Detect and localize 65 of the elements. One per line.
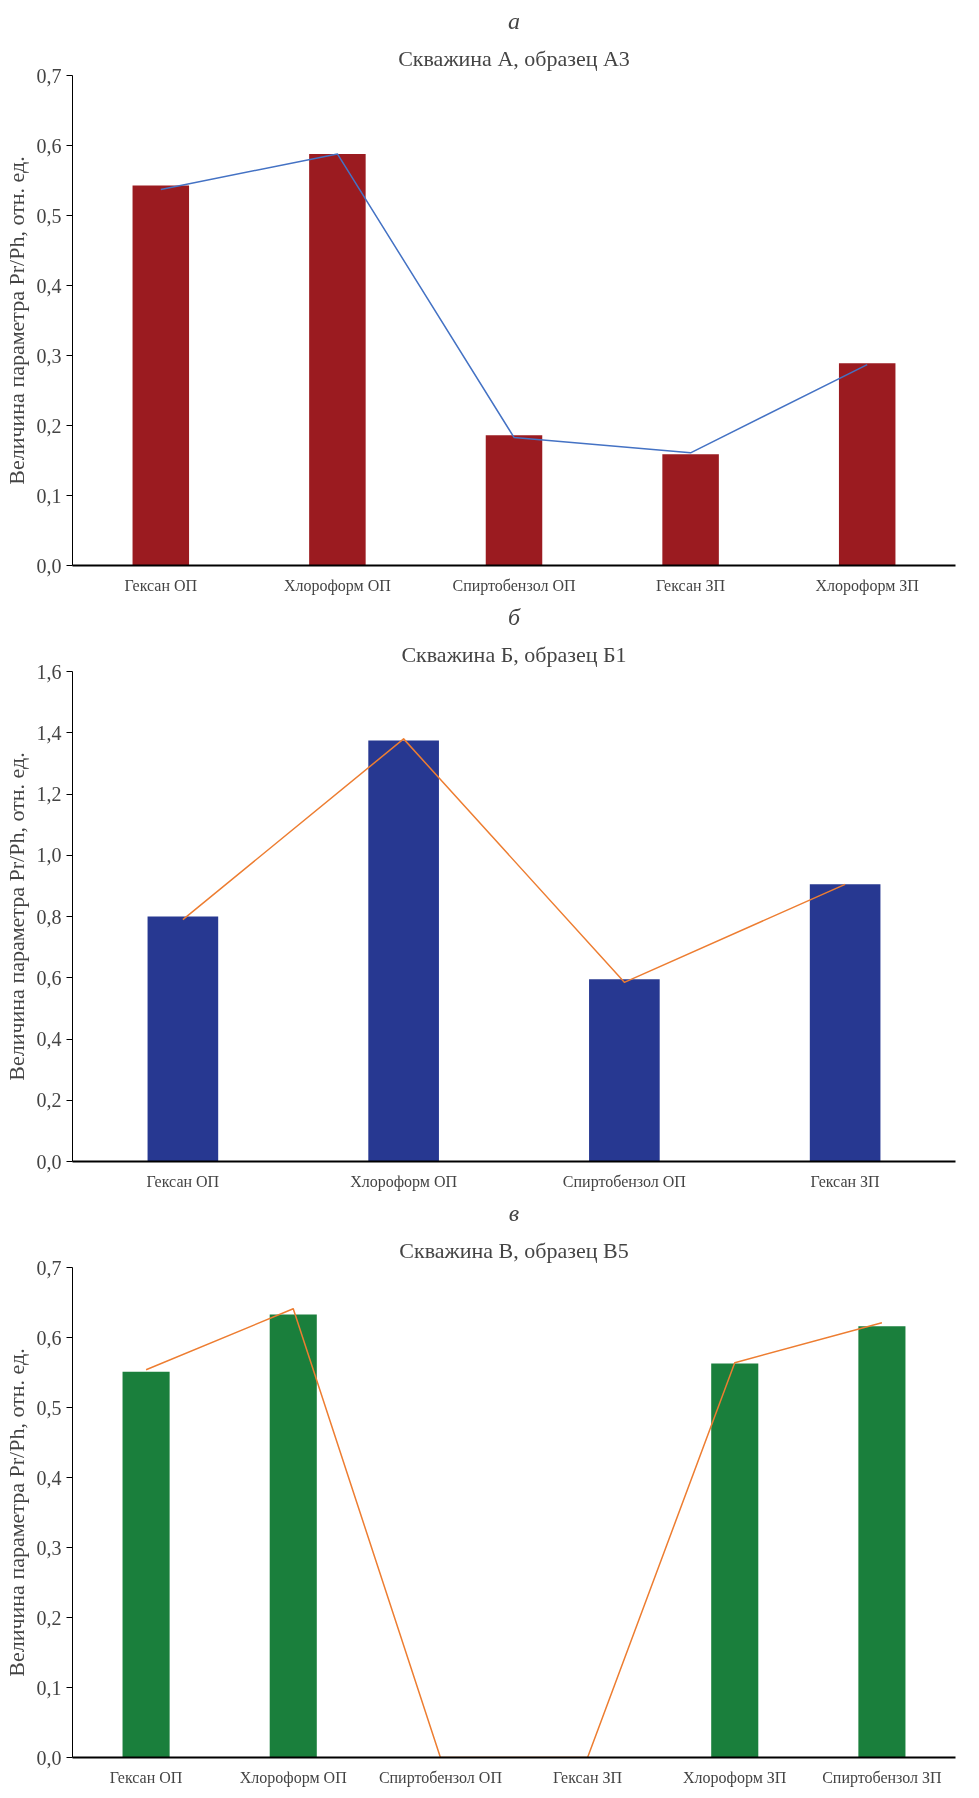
bar: [711, 1363, 759, 1758]
y-tick-label: 0,5: [36, 204, 62, 227]
y-tick-label: 0,2: [36, 1606, 62, 1629]
y-tick-label: 0,2: [36, 414, 62, 437]
y-tick-label: 1,0: [36, 844, 62, 867]
x-tick-label: Гексан ЗП: [810, 1172, 881, 1190]
text: б: [507, 603, 521, 630]
chart-title: Скважина Б, образец Б1: [401, 641, 627, 667]
x-tick-label: Хлороформ ЗП: [683, 1768, 787, 1787]
y-tick-label: 0,3: [36, 1536, 62, 1559]
chart-title: Скважина В, образец В5: [399, 1237, 629, 1263]
line-series: [182, 738, 846, 984]
x-tick-label: Спиртобензол ОП: [562, 1172, 687, 1191]
y-tick-label: 0,6: [36, 966, 62, 989]
text: в: [508, 1199, 520, 1226]
y-tick-label: 1,6: [36, 660, 62, 683]
bar: [858, 1326, 906, 1758]
x-tick-label: Гексан ОП: [146, 1172, 220, 1190]
y-axis-title: Величина параметра Pr/Ph, отн. ед.: [3, 156, 29, 485]
bar: [368, 740, 439, 1162]
y-tick-label: 0,7: [36, 1256, 62, 1279]
line-series: [160, 153, 868, 454]
y-tick-label: 0,7: [36, 64, 62, 87]
y-tick-label: 0,6: [36, 1326, 62, 1349]
y-tick-label: 0,8: [36, 905, 62, 928]
bar: [838, 363, 896, 566]
y-tick-label: 1,2: [36, 783, 62, 805]
y-tick-label: 1,4: [36, 721, 62, 744]
x-tick-label: Гексан ЗП: [656, 576, 726, 594]
bar: [269, 1314, 317, 1758]
y-tick-label: 0,3: [36, 344, 62, 367]
y-axis-title: Величина параметра Pr/Ph, отн. ед.: [3, 752, 29, 1081]
y-tick-label: 0,0: [36, 1746, 62, 1769]
line-series: [145, 1308, 883, 1758]
x-tick-label: Спиртобензол ОП: [378, 1768, 503, 1787]
y-axis-title: Величина параметра Pr/Ph, отн. ед.: [3, 1348, 29, 1677]
y-tick-label: 0,1: [36, 1676, 62, 1699]
bar: [309, 153, 366, 566]
bar: [485, 435, 543, 566]
x-tick-label: Гексан ОП: [124, 576, 198, 594]
bar: [122, 1371, 170, 1758]
x-tick-label: Спиртобензол ЗП: [822, 1768, 943, 1787]
x-tick-label: Хлороформ ОП: [350, 1172, 458, 1191]
x-tick-label: Хлороформ ОП: [283, 576, 392, 595]
bar: [809, 884, 881, 1162]
bar: [662, 454, 719, 566]
y-tick-label: 0,6: [36, 134, 62, 157]
y-tick-label: 0,4: [36, 1028, 62, 1050]
y-tick-label: 0,2: [36, 1089, 62, 1112]
y-tick-label: 0,4: [36, 274, 62, 297]
x-tick-label: Спиртобензол ОП: [452, 576, 576, 595]
x-tick-label: Гексан ЗП: [553, 1768, 623, 1786]
bar: [147, 916, 219, 1162]
bar: [589, 979, 660, 1162]
y-tick-label: 0,5: [36, 1396, 62, 1419]
x-tick-label: Хлороформ ЗП: [815, 576, 920, 595]
chart-title: Скважина А, образец А3: [398, 45, 630, 71]
y-tick-label: 0,1: [36, 484, 62, 507]
y-tick-label: 0,0: [36, 554, 62, 577]
bar: [132, 185, 190, 566]
x-tick-label: Гексан ОП: [109, 1768, 183, 1786]
text: а: [508, 7, 520, 34]
y-tick-label: 0,4: [36, 1466, 62, 1489]
x-tick-label: Хлороформ ОП: [239, 1768, 348, 1787]
y-tick-label: 0,0: [36, 1150, 62, 1173]
